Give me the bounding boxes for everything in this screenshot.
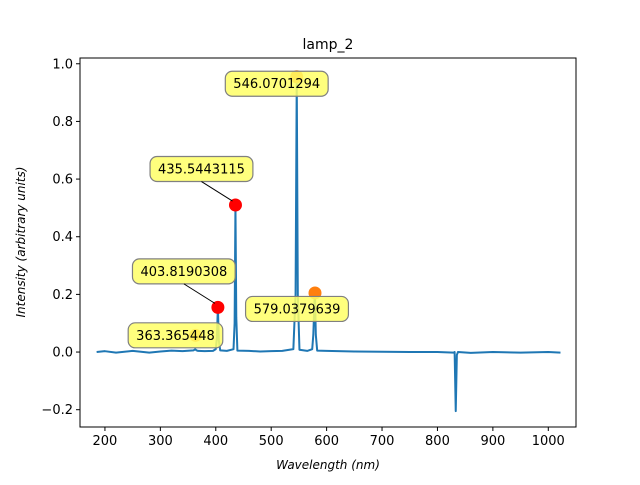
y-tick-label: 0.8 bbox=[52, 115, 73, 130]
y-axis: −0.2 0.0 0.2 0.4 0.6 0.8 1.0 bbox=[41, 57, 80, 418]
y-tick-label: −0.2 bbox=[41, 403, 73, 418]
peak-annotation-box bbox=[244, 295, 350, 323]
x-tick-label: 700 bbox=[370, 434, 395, 449]
peak-marker-2 bbox=[228, 198, 242, 212]
peak-marker-1 bbox=[211, 300, 225, 314]
x-tick-label: 200 bbox=[93, 434, 118, 449]
peak-annotation-label: 403.8190308 bbox=[140, 265, 227, 280]
x-tick-label: 300 bbox=[148, 434, 173, 449]
peak-annotation-3: 546.0701294 bbox=[224, 70, 329, 97]
peak-annotation-label: 363.365448 bbox=[136, 329, 215, 344]
x-tick-label: 400 bbox=[203, 434, 228, 449]
x-tick-label: 800 bbox=[425, 434, 450, 449]
peak-annotation-label: 579.0379639 bbox=[254, 302, 341, 317]
y-tick-label: 0.2 bbox=[52, 288, 73, 303]
x-tick-label: 600 bbox=[314, 434, 339, 449]
x-axis-label: Wavelength (nm) bbox=[276, 458, 380, 472]
chart-title: lamp_2 bbox=[303, 37, 354, 53]
peak-annotation-box bbox=[127, 322, 224, 349]
peak-annotation-box bbox=[224, 70, 329, 97]
x-tick-label: 900 bbox=[480, 434, 505, 449]
y-tick-label: 1.0 bbox=[52, 57, 73, 72]
y-tick-label: 0.6 bbox=[52, 173, 73, 188]
peak-annotation-2: 435.5443115 bbox=[149, 155, 254, 202]
y-tick-label: 0.4 bbox=[52, 230, 73, 245]
y-axis-label: Intensity (arbitrary units) bbox=[14, 167, 28, 318]
x-tick-label: 500 bbox=[259, 434, 284, 449]
peak-annotation-arrow bbox=[183, 283, 216, 304]
x-axis: 200 300 400 500 600 700 800 900 1000 bbox=[93, 427, 565, 449]
peak-annotation-label: 546.0701294 bbox=[233, 77, 320, 92]
series-line-0 bbox=[96, 77, 561, 413]
peak-annotation-1: 403.8190308 bbox=[131, 258, 236, 304]
y-tick-label: 0.0 bbox=[52, 346, 73, 361]
x-tick-label: 1000 bbox=[532, 434, 565, 449]
peak-annotation-4: 579.0379639 bbox=[244, 295, 350, 323]
axes-frame bbox=[79, 57, 577, 428]
annotations: 363.365448 403.8190308 435.5443115 546.0701… bbox=[127, 70, 350, 349]
peak-annotation-arrow bbox=[201, 181, 233, 202]
peak-annotation-label: 435.5443115 bbox=[158, 163, 245, 178]
peak-annotation-0: 363.365448 bbox=[127, 322, 224, 349]
